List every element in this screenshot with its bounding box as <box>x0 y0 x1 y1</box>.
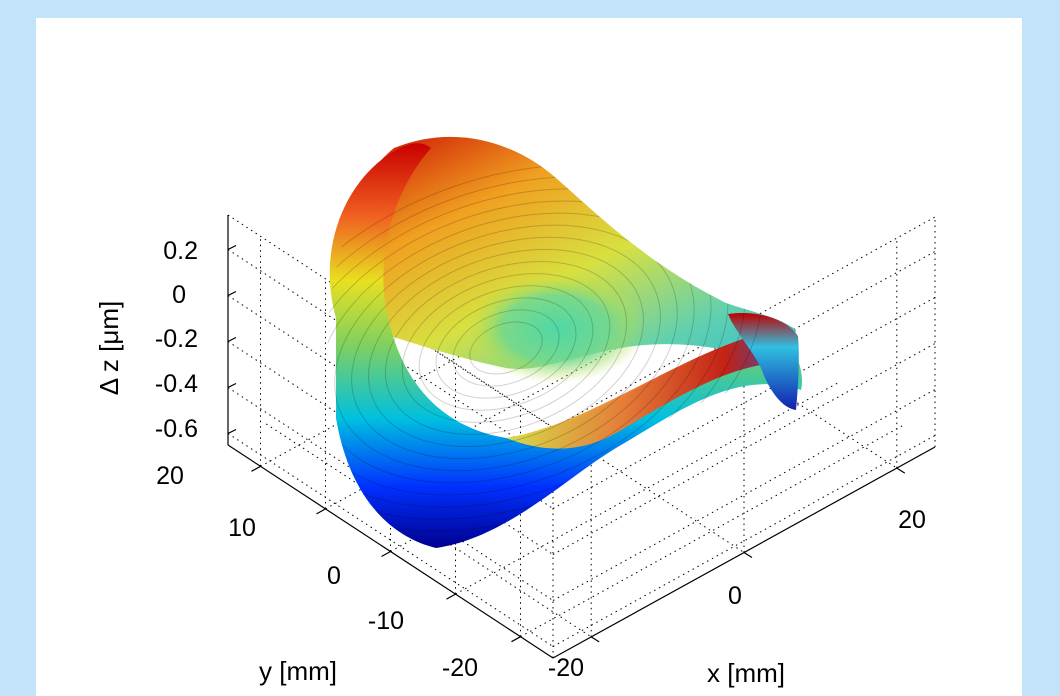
grid-line <box>552 297 936 509</box>
surface-contour <box>334 224 678 472</box>
surface-contour <box>401 273 611 423</box>
surface-contour <box>452 309 560 387</box>
surface-chart: -0.6 -0.4 -0.2 0 0.2 20 10 0 -10 -20 -20… <box>94 136 936 688</box>
grid-line <box>552 389 936 601</box>
z-tick-label: 0.2 <box>163 237 198 265</box>
z-tick-label: -0.6 <box>155 415 198 443</box>
surface-right-tip <box>728 312 799 410</box>
y-axis-tick-labels: 20 10 0 -10 -20 <box>156 462 478 682</box>
y-tick-mark <box>511 636 521 643</box>
surface-front-lobe <box>329 143 802 548</box>
x-tick-label: 20 <box>898 506 926 534</box>
z-tick-mark <box>227 382 237 389</box>
y-tick-label: -20 <box>442 654 478 682</box>
x-tick-label: -20 <box>548 654 584 682</box>
z-tick-mark <box>227 290 237 297</box>
y-tick-label: -10 <box>368 607 404 635</box>
y-tick-label: 0 <box>327 562 341 590</box>
z-tick-label: -0.2 <box>155 325 198 353</box>
y-tick-label: 10 <box>228 514 256 542</box>
box-edge <box>552 216 936 429</box>
x-tick-label: 0 <box>728 582 742 610</box>
z-tick-mark <box>227 244 237 251</box>
x-tick-mark <box>590 636 600 643</box>
z-tick-mark <box>227 336 237 343</box>
grid-line <box>552 343 936 555</box>
y-tick-mark <box>381 550 391 558</box>
y-tick-mark <box>251 465 261 472</box>
z-axis-label: Δ z [μm] <box>94 301 124 395</box>
grid-line <box>455 382 838 595</box>
x-axis-tick-labels: -20 0 20 <box>548 506 926 682</box>
x-axis-label: x [mm] <box>707 658 785 688</box>
surface-back-lobe <box>333 136 796 369</box>
plot-frame: -0.6 -0.4 -0.2 0 0.2 20 10 0 -10 -20 -20… <box>36 18 1022 696</box>
surface-plot <box>327 136 802 548</box>
surface-saddle-ridge <box>506 330 799 449</box>
surface-contour <box>418 285 594 411</box>
surface-contour <box>368 248 644 448</box>
z-tick-label: 0 <box>172 281 186 309</box>
surface-center-trough <box>466 273 646 383</box>
surface-contour <box>351 236 661 460</box>
surface-contour <box>435 297 577 399</box>
y-tick-mark <box>316 508 326 515</box>
z-axis-tick-labels: -0.6 -0.4 -0.2 0 0.2 <box>155 237 198 443</box>
y-axis-label: y [mm] <box>259 656 337 686</box>
y-tick-mark <box>446 593 456 600</box>
y-tick-label: 20 <box>156 462 184 490</box>
x-tick-mark <box>896 467 906 474</box>
x-tick-mark <box>743 551 753 559</box>
axes <box>227 215 936 659</box>
surface-contour <box>384 261 628 435</box>
z-tick-mark <box>227 428 237 435</box>
surface-contour <box>469 321 543 375</box>
grid-line <box>520 425 903 638</box>
z-tick-label: -0.4 <box>155 370 198 398</box>
grid-line <box>552 435 936 647</box>
